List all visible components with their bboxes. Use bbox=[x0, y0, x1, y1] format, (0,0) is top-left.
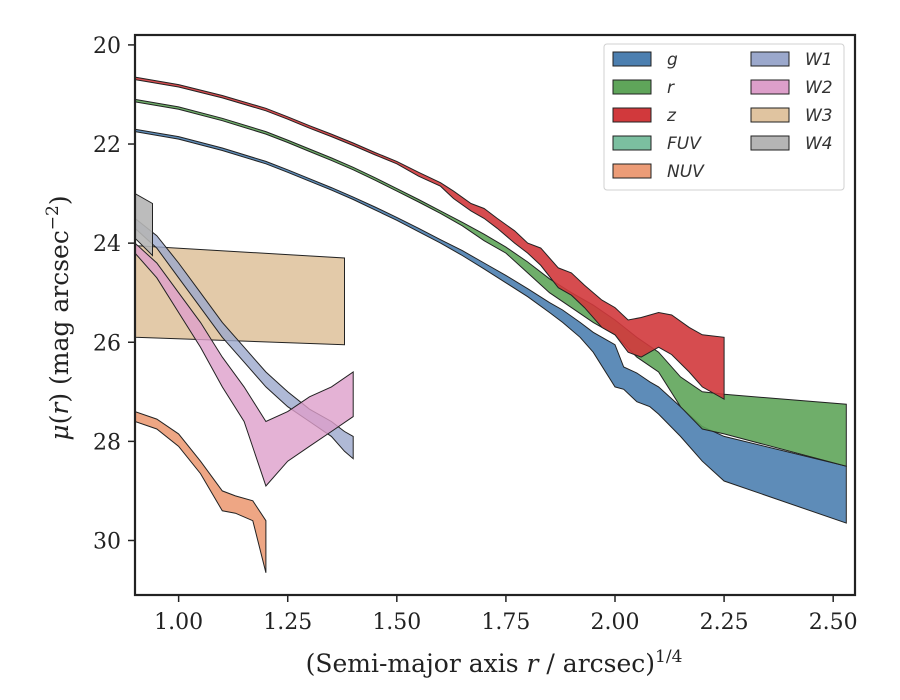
x-axis: 1.00 1.25 1.50 1.75 2.00 2.25 2.50 bbox=[154, 595, 858, 635]
legend-swatch-g bbox=[612, 51, 652, 67]
x-tick-label: 2.25 bbox=[700, 610, 749, 635]
legend-label-w1: W1 bbox=[805, 50, 833, 70]
y-tick-label: 22 bbox=[93, 133, 121, 158]
band-w2 bbox=[135, 242, 354, 487]
legend-swatch-z bbox=[612, 107, 652, 123]
legend-label-nuv: NUV bbox=[667, 162, 705, 182]
legend: grz FUV NUV W1 W2 W3 W4 bbox=[603, 43, 845, 191]
legend-label-w4: W4 bbox=[805, 134, 833, 154]
x-tick-label: 1.50 bbox=[372, 610, 421, 635]
y-tick-label: 26 bbox=[93, 331, 121, 356]
x-axis-label: (Semi-major axis r / arcsec)1/4 bbox=[306, 647, 683, 678]
band-r bbox=[135, 98, 847, 467]
legend-label-g: g bbox=[667, 50, 678, 70]
legend-label-r: r bbox=[667, 78, 675, 98]
x-tick-label: 1.00 bbox=[154, 610, 203, 635]
band-w1 bbox=[135, 217, 354, 460]
legend-label-z: z bbox=[666, 106, 677, 126]
y-axis: 20 22 24 26 28 30 bbox=[93, 34, 135, 554]
legend-label-w3: W3 bbox=[805, 106, 833, 126]
series-layer bbox=[135, 76, 847, 573]
band-z bbox=[135, 76, 725, 401]
y-tick-label: 20 bbox=[93, 34, 121, 59]
y-tick-label: 24 bbox=[93, 232, 121, 257]
legend-swatch-w2 bbox=[750, 79, 790, 95]
x-tick-label: 1.75 bbox=[481, 610, 530, 635]
band-nuv bbox=[135, 411, 267, 573]
x-tick-label: 1.25 bbox=[263, 610, 312, 635]
y-tick-label: 30 bbox=[93, 529, 121, 554]
legend-swatch-w3 bbox=[750, 107, 790, 123]
legend-swatch-w4 bbox=[750, 135, 790, 151]
x-tick-label: 2.50 bbox=[809, 610, 858, 635]
plot-frame bbox=[133, 33, 857, 597]
legend-swatch-nuv bbox=[612, 163, 652, 179]
legend-label-fuv: FUV bbox=[667, 134, 702, 154]
legend-label-w2: W2 bbox=[805, 78, 833, 98]
legend-swatch-r bbox=[612, 79, 652, 95]
band-w4 bbox=[135, 193, 153, 257]
legend-swatch-fuv bbox=[612, 135, 652, 151]
band-g bbox=[135, 128, 847, 524]
y-axis-label: μ(r) (mag arcsec−2) bbox=[43, 195, 74, 440]
y-tick-label: 28 bbox=[93, 430, 121, 455]
x-tick-label: 2.00 bbox=[591, 610, 640, 635]
legend-swatch-w1 bbox=[750, 51, 790, 67]
